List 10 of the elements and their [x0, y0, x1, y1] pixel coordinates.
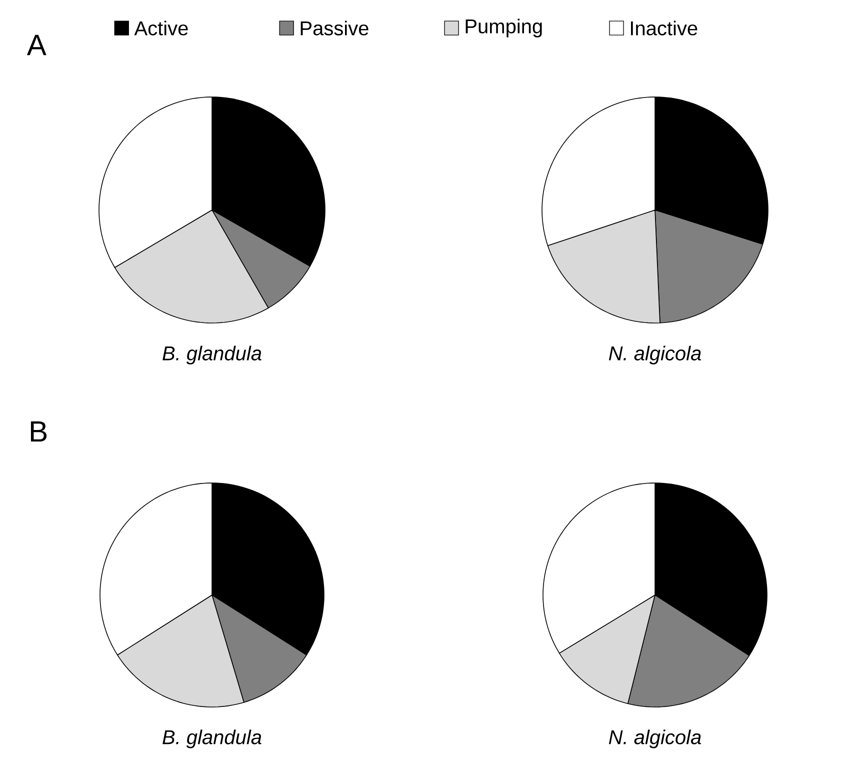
- legend-label: Active: [134, 20, 188, 36]
- chart-title: B: [30, 421, 47, 442]
- text: N. algicola: [608, 346, 701, 364]
- legend-label: Inactive: [631, 20, 698, 36]
- text: B. glandula: [162, 346, 262, 364]
- legend-label: Passive: [300, 20, 368, 36]
- chart-title: A: [26, 34, 46, 56]
- legend-label: Pumping: [466, 18, 542, 38]
- text: N. algicola: [608, 730, 701, 748]
- text: B. glandula: [162, 730, 262, 748]
